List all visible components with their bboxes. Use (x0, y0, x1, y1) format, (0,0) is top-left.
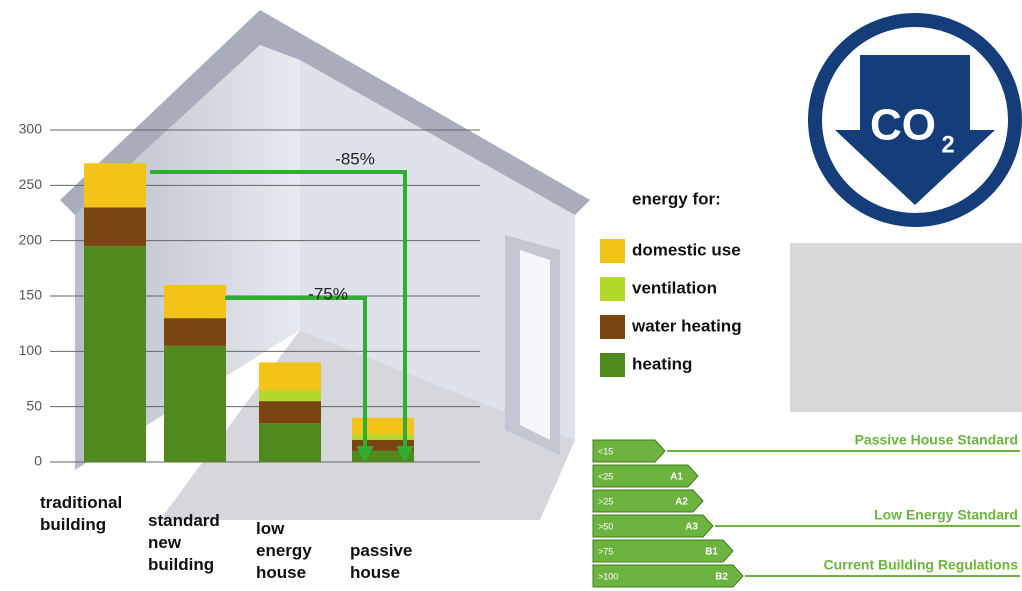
y-tick-label: 150 (19, 287, 43, 303)
arrow (150, 170, 407, 448)
standard-label: Passive House Standard (855, 432, 1018, 448)
arrows (150, 170, 414, 462)
bar-segment (164, 345, 226, 462)
rating-arrow (592, 464, 699, 488)
legend-swatch (600, 353, 625, 377)
logo-subscript: 2 (941, 131, 954, 158)
rating-class: A2 (675, 497, 688, 508)
rating-arrow (592, 514, 714, 538)
legend-label: ventilation (632, 278, 717, 297)
legend-title: energy for: (632, 189, 721, 208)
y-tick-label: 200 (19, 231, 43, 247)
legend-label: domestic use (632, 240, 741, 259)
category-label: traditional building (40, 493, 123, 534)
rating-class: A1 (670, 472, 683, 483)
bar-segment (352, 439, 414, 451)
bar-segment (84, 163, 146, 208)
rating-arrow (592, 439, 666, 463)
bar-segment (352, 417, 414, 435)
annotation: -75% (308, 284, 348, 303)
rating-range: <15 (598, 446, 613, 456)
standard-label: Low Energy Standard (874, 507, 1018, 523)
legend-swatch (600, 239, 625, 263)
category-label: standard new building (148, 511, 220, 574)
bar-segment (164, 284, 226, 319)
standard-label: Current Building Regulations (824, 557, 1019, 573)
rating-class: B1 (705, 547, 718, 558)
legend-swatch (600, 277, 625, 301)
bar-segment (84, 207, 146, 247)
category-label: passive house (350, 541, 413, 582)
house (60, 10, 590, 520)
rating-arrow (592, 489, 704, 513)
bar-segment (352, 434, 414, 440)
legend-label: heating (632, 354, 692, 373)
arrow-head (356, 446, 374, 462)
bar-segment (352, 450, 414, 462)
bar-segment (259, 423, 321, 462)
bar-segment (259, 401, 321, 424)
rating-range: >100 (598, 571, 618, 581)
y-tick-label: 100 (19, 342, 43, 358)
rating-range: >75 (598, 546, 613, 556)
y-tick-label: 50 (26, 397, 42, 413)
bar-segment (84, 246, 146, 462)
rating-range: >50 (598, 521, 613, 531)
rating-arrow (592, 564, 744, 588)
arrow-head (396, 446, 414, 462)
rating-range: >25 (598, 496, 613, 506)
rating-range: <25 (598, 471, 613, 481)
legend: heating water heating ventilation domestic … (600, 239, 742, 377)
y-tick-label: 300 (19, 121, 43, 137)
rating-class: A3 (685, 522, 698, 533)
bar-segment (259, 362, 321, 391)
annotation: -85% (335, 149, 375, 168)
placeholder-panel (790, 243, 1022, 412)
rating-arrow (592, 539, 734, 563)
logo-text: CO (870, 101, 936, 150)
rating-scale: <15 <25 A1 >25 A2 >50 A3 >75 B1 >100 B2 Passive Hou… (592, 432, 1020, 588)
legend-swatch (600, 315, 625, 339)
legend-label: water heating (631, 316, 742, 335)
bars (84, 163, 414, 462)
bar-segment (164, 318, 226, 346)
co2-logo: CO 2 (808, 13, 1022, 227)
bar-segment (259, 390, 321, 402)
category-label: low energy house (256, 519, 312, 582)
y-tick-label: 0 (34, 453, 42, 469)
y-tick-label: 250 (19, 176, 43, 192)
arrow (225, 296, 367, 448)
rating-class: B2 (715, 572, 728, 583)
